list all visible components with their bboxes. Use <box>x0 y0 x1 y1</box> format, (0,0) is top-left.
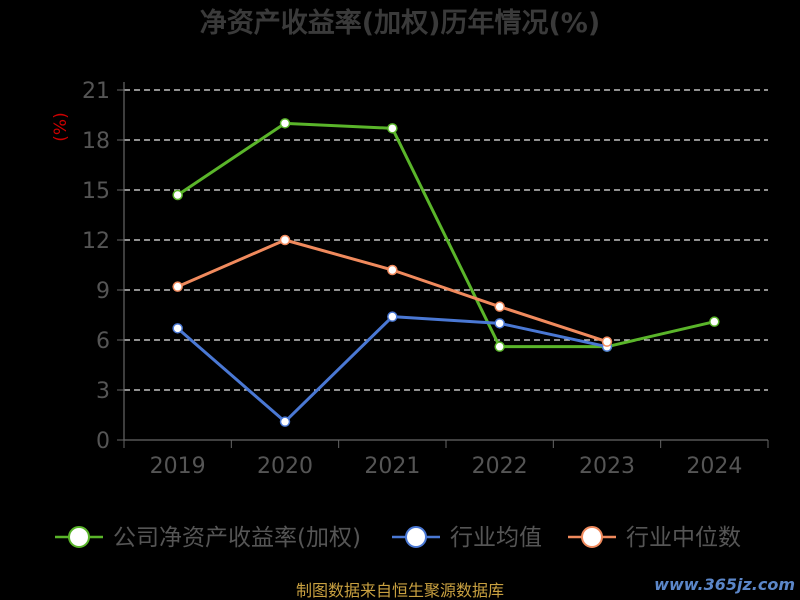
chart-title: 净资产收益率(加权)历年情况(%) <box>200 7 600 39</box>
legend: 公司净资产收益率(加权) 行业均值 行业中位数 <box>55 525 741 551</box>
legend-item-0[interactable]: 公司净资产收益率(加权) <box>55 525 361 551</box>
y-tick-label: 3 <box>96 379 110 404</box>
data-point <box>387 311 398 322</box>
data-point <box>172 323 183 334</box>
x-tick-label: 2020 <box>257 454 313 479</box>
y-tick-label: 0 <box>96 429 110 454</box>
series-line-1 <box>176 315 608 424</box>
legend-label: 行业均值 <box>450 525 542 551</box>
legend-swatch-marker <box>581 526 603 548</box>
data-point <box>601 336 613 347</box>
x-tick-label: 2022 <box>472 454 528 479</box>
data-point <box>279 234 291 246</box>
legend-item-1[interactable]: 行业均值 <box>392 525 542 551</box>
legend-swatch-marker <box>68 526 90 548</box>
legend-label: 公司净资产收益率(加权) <box>113 525 361 551</box>
data-point <box>494 301 505 312</box>
legend-label: 行业中位数 <box>626 525 741 551</box>
legend-swatch-marker <box>405 526 427 548</box>
watermark: www.365jz.com <box>654 575 795 594</box>
data-point <box>387 123 398 134</box>
series-line-0 <box>176 121 715 349</box>
legend-item-2[interactable]: 行业中位数 <box>568 525 741 551</box>
data-point <box>172 281 183 292</box>
y-tick-label: 21 <box>82 79 110 104</box>
data-point <box>279 118 291 129</box>
y-tick-label: 12 <box>82 229 110 254</box>
x-tick-label: 2023 <box>579 454 635 479</box>
data-point <box>172 189 183 201</box>
data-point <box>387 264 398 276</box>
series-lines <box>172 118 720 427</box>
y-tick-label: 18 <box>82 129 110 154</box>
y-axis-unit: (%) <box>51 112 71 141</box>
x-tick-label: 2019 <box>150 454 206 479</box>
data-point <box>494 341 505 352</box>
x-tick-label: 2021 <box>364 454 420 479</box>
x-tick-label: 2024 <box>686 454 742 479</box>
data-point <box>709 316 720 327</box>
y-tick-label: 6 <box>96 329 110 354</box>
axes: 0 3 6 9 12 15 18 21 2019 2020 2021 2022 2023 2024 <box>82 79 769 479</box>
data-source-note: 制图数据来自恒生聚源数据库 <box>296 581 504 600</box>
y-tick-label: 15 <box>82 179 110 204</box>
y-tick-label: 9 <box>96 279 110 304</box>
series-line-2 <box>177 238 608 344</box>
data-point <box>494 318 505 329</box>
data-point <box>279 416 291 427</box>
